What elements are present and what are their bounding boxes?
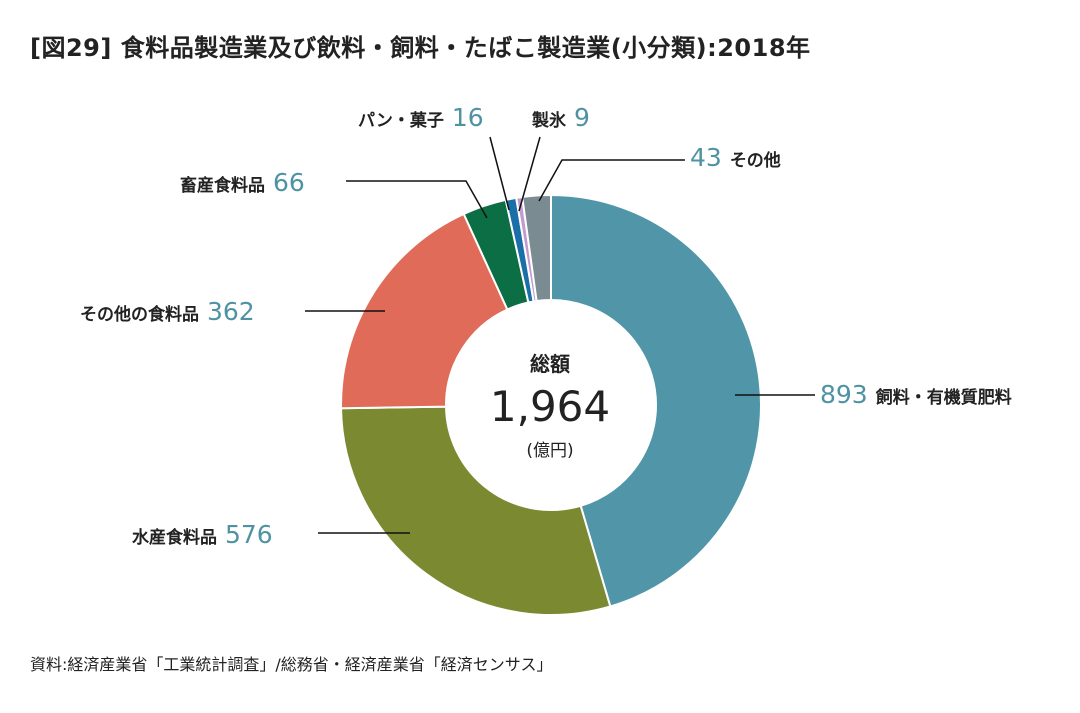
- slice-1: [340, 405, 612, 616]
- slice-2: [340, 212, 509, 410]
- slice-6: [521, 193, 552, 303]
- source-note: 資料:経済産業省「工業統計調査」/総務省・経済産業省「経済センサス」: [30, 655, 553, 674]
- chart-title: [図29] 食料品製造業及び飲料・飼料・たばこ製造業(小分類):2018年: [30, 34, 811, 62]
- slice-0: [550, 193, 762, 608]
- label-slice-0: 893 飼料・有機質肥料: [820, 380, 1012, 409]
- center-label: 総額: [530, 352, 570, 376]
- label-slice-5: 製氷 9: [532, 103, 590, 132]
- center-total: 1,964: [489, 382, 611, 431]
- leader-line-4: [489, 136, 510, 211]
- leader-line-6: [538, 159, 685, 202]
- label-slice-4: パン・菓子 16: [358, 103, 484, 132]
- label-slice-6: 43 その他: [690, 143, 781, 172]
- label-slice-2: その他の食料品 362: [80, 297, 255, 326]
- label-slice-1: 水産食料品 576: [132, 520, 273, 549]
- label-slice-3: 畜産食料品 66: [180, 168, 305, 197]
- center-unit: (億円): [526, 441, 574, 461]
- leader-line-5: [518, 136, 541, 212]
- leader-line-3: [346, 180, 488, 219]
